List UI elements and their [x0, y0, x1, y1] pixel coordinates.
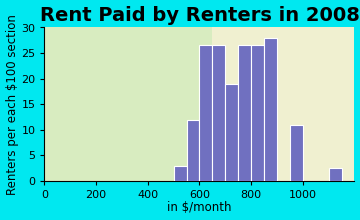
Bar: [199, 45, 212, 181]
Bar: [212, 28, 355, 181]
Bar: [212, 45, 225, 181]
Bar: [174, 166, 186, 181]
Bar: [290, 125, 303, 181]
Bar: [329, 168, 342, 181]
Bar: [186, 120, 199, 181]
Bar: [251, 45, 264, 181]
Bar: [225, 84, 238, 181]
Y-axis label: Renters per each $100 section: Renters per each $100 section: [5, 14, 19, 195]
Title: Rent Paid by Renters in 2008: Rent Paid by Renters in 2008: [40, 6, 359, 25]
X-axis label: in $/month: in $/month: [167, 202, 232, 214]
Bar: [238, 45, 251, 181]
Bar: [264, 38, 277, 181]
